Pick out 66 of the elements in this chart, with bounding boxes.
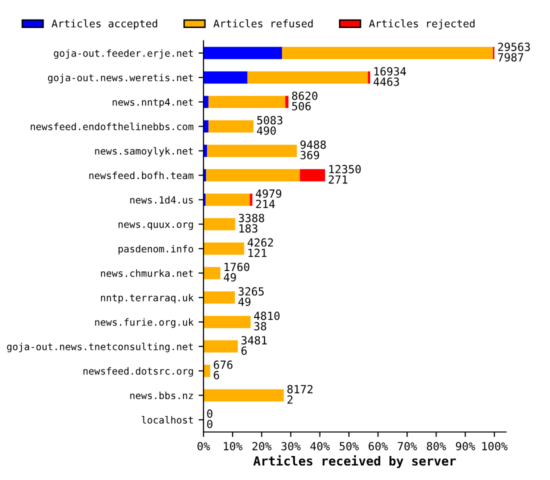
bar xyxy=(204,389,284,402)
text: 0 0 xyxy=(207,409,212,428)
x-tick-label: 30% xyxy=(281,442,301,450)
x-tick-label: 60% xyxy=(368,442,388,450)
x-tick-label: 70% xyxy=(398,442,417,450)
text: 4979 214 xyxy=(256,189,282,208)
y-tick-label: pasdenom.info xyxy=(118,244,194,254)
text: 3265 49 xyxy=(238,287,264,306)
y-tick-label: localhost xyxy=(142,416,193,424)
text: 1760 49 xyxy=(224,262,250,282)
bar xyxy=(204,242,244,255)
y-tick-label: goja-out.feeder.erje.net xyxy=(54,49,193,59)
y-tick-label: news.quux.org xyxy=(118,222,193,230)
y-tick-label: newsfeed.endofthelinebbs.com xyxy=(30,122,194,130)
x-tick-label: 0% xyxy=(198,442,210,450)
y-tick-label: news.bbs.nz xyxy=(130,392,193,400)
bar xyxy=(204,71,248,84)
text: 12350 271 xyxy=(328,164,361,184)
x-tick-label: 100% xyxy=(482,442,508,450)
text: 8620 506 xyxy=(292,92,318,110)
legend-label: Articles rejected xyxy=(369,19,474,30)
x-tick-label: 40% xyxy=(310,442,330,450)
bar xyxy=(204,46,282,60)
y-tick-label: news.1d4.us xyxy=(130,196,193,204)
y-tick-label: newsfeed.bofh.team xyxy=(89,172,194,180)
bar xyxy=(206,194,250,206)
y-tick-label: news.nntp4.net xyxy=(112,98,193,108)
y-tick-label: newsfeed.dotsrc.org xyxy=(83,367,193,377)
text: 4810 38 xyxy=(254,312,280,330)
text: 9488 369 xyxy=(300,140,326,160)
bar xyxy=(208,120,254,132)
text: 4262 121 xyxy=(248,238,273,257)
bar xyxy=(206,169,300,182)
x-tick-label: 50% xyxy=(340,442,359,450)
x-axis-title: Articles received by server xyxy=(253,455,456,468)
text: 5083 490 xyxy=(256,116,282,135)
text: 16934 4463 xyxy=(374,67,406,86)
text: 29563 7987 xyxy=(498,42,530,62)
y-tick-label: goja-out.news.tnetconsulting.net xyxy=(7,342,193,352)
bar xyxy=(204,316,251,328)
bar xyxy=(285,96,288,108)
x-tick-label: 80% xyxy=(426,442,446,450)
bar xyxy=(204,218,236,230)
bar xyxy=(204,291,235,304)
legend-label: Articles refused xyxy=(213,19,313,28)
legend-label: Articles accepted xyxy=(52,19,158,30)
text: 676 6 xyxy=(214,360,232,380)
bar xyxy=(282,46,493,60)
text: 3388 183 xyxy=(238,214,264,233)
x-tick-label: 10% xyxy=(224,442,242,450)
bar xyxy=(204,266,220,280)
y-tick-label: news.samoylyk.net xyxy=(95,147,193,157)
x-tick-label: 90% xyxy=(456,442,476,450)
bar xyxy=(208,96,286,108)
y-tick-label: news.chmurka.net xyxy=(101,269,193,277)
y-tick-label: nntp.terraraq.uk xyxy=(101,294,194,304)
text: 8172 2 xyxy=(287,384,312,404)
y-tick-label: news.furie.org.uk xyxy=(95,318,194,328)
bar xyxy=(300,169,326,182)
bar xyxy=(250,194,252,206)
bar xyxy=(247,71,368,84)
y-tick-label: goja-out.news.weretis.net xyxy=(48,74,193,84)
bar xyxy=(206,144,297,157)
x-tick-label: 20% xyxy=(252,442,272,450)
bar xyxy=(204,340,238,353)
text: 3481 6 xyxy=(241,336,267,355)
